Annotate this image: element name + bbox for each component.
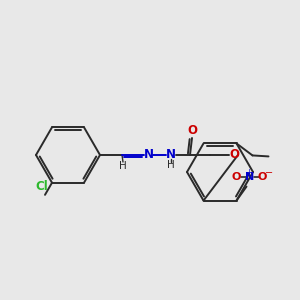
- Text: +: +: [245, 168, 252, 177]
- Text: Cl: Cl: [36, 180, 48, 193]
- Text: O: O: [232, 172, 241, 182]
- Text: H: H: [167, 160, 175, 170]
- Text: H: H: [119, 161, 127, 171]
- Text: N: N: [245, 172, 254, 182]
- Text: O: O: [258, 172, 267, 182]
- Text: O: O: [187, 124, 197, 136]
- Text: O: O: [229, 148, 239, 161]
- Text: N: N: [144, 148, 154, 161]
- Text: −: −: [266, 168, 274, 178]
- Text: N: N: [166, 148, 176, 161]
